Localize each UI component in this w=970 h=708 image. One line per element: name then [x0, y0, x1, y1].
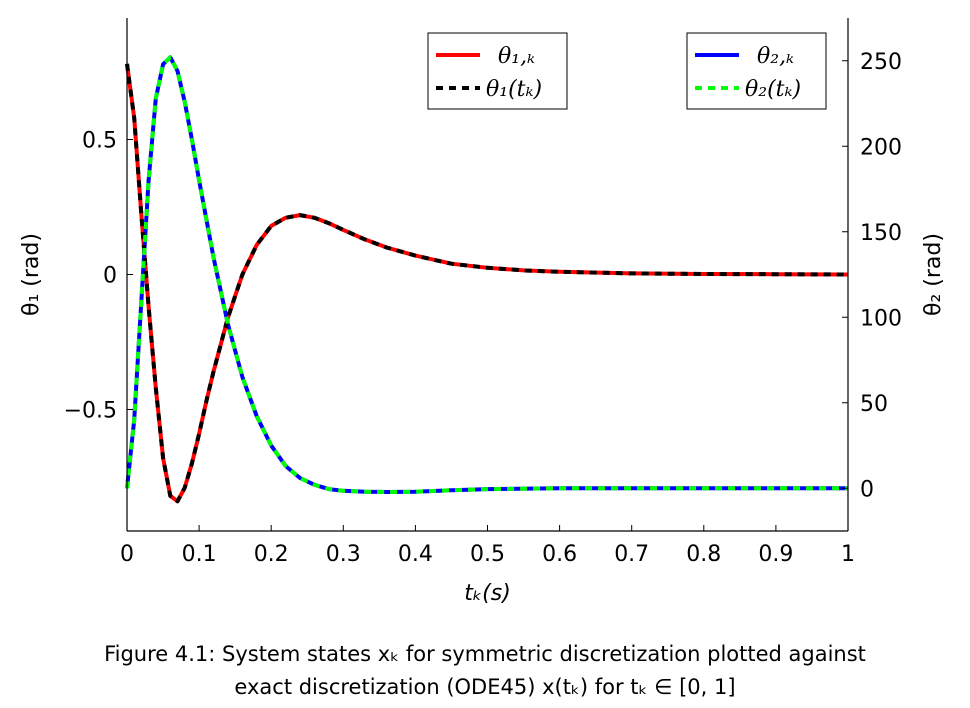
x-tick-label: 0.3	[326, 542, 361, 567]
y-axis-right-label: θ₂ (rad)	[921, 233, 946, 316]
legend-entry-dashed: θ₂(tₖ)	[745, 77, 801, 102]
y-right-tick-label: 100	[860, 306, 902, 331]
series-line-2	[125, 63, 849, 504]
x-tick-label: 0.2	[254, 542, 289, 567]
axes-layer: 0 0.1 0.2 0.3 0.4 0.5 0.6 0.7 0.8 0.9 1 −0.5 0 0.5 0 50…	[19, 18, 946, 606]
x-tick-label: 0.5	[470, 542, 505, 567]
y-left-tick-label: 0	[103, 264, 117, 289]
y-right-tick-label: 0	[860, 477, 874, 502]
legend-box	[427, 32, 568, 110]
line-chart: 0 0.1 0.2 0.3 0.4 0.5 0.6 0.7 0.8 0.9 1 −0.5 0 0.5 0 50…	[19, 18, 946, 606]
x-tick-label: 0.7	[614, 542, 649, 567]
series-line-4	[125, 55, 848, 494]
x-tick-label: 0.8	[686, 542, 721, 567]
y-right-tick-label: 200	[860, 135, 902, 160]
y-left-tick-label: 0.5	[82, 129, 117, 154]
x-tick-label: 0.1	[182, 542, 217, 567]
legend-entry-dashed: θ₁(tₖ)	[486, 77, 542, 102]
x-tick-label: 0.6	[542, 542, 577, 567]
figure-caption: Figure 4.1: System states xₖ for symmetr…	[40, 638, 930, 704]
y-axis-left-label: θ₁ (rad)	[19, 233, 44, 316]
y-left-tick-label: −0.5	[64, 399, 117, 424]
legend-theta2: θ₂,ₖ θ₂(tₖ)	[686, 32, 827, 110]
caption-line-2: exact discretization (ODE45) x(tₖ) for t…	[234, 675, 736, 699]
x-axis-label: tₖ(s)	[464, 581, 511, 606]
y-right-tick-label: 250	[860, 50, 902, 75]
legend-box	[686, 32, 827, 110]
caption-line-1: Figure 4.1: System states xₖ for symmetr…	[104, 642, 866, 666]
x-tick-label: 0	[120, 542, 134, 567]
series-line-1	[125, 63, 849, 504]
legend-theta1: θ₁,ₖ θ₁(tₖ)	[427, 32, 568, 110]
legend-entry-solid: θ₂,ₖ	[757, 44, 794, 69]
x-tick-label: 0.4	[398, 542, 433, 567]
x-tick-label: 1	[841, 542, 855, 567]
legend-layer: θ₁,ₖ θ₁(tₖ) θ₂,ₖ θ₂(tₖ)	[427, 32, 827, 110]
x-tick-label: 0.9	[758, 542, 793, 567]
series-layer	[125, 55, 849, 504]
legend-entry-solid: θ₁,ₖ	[498, 44, 535, 69]
y-right-tick-label: 50	[860, 392, 888, 417]
y-right-tick-label: 150	[860, 221, 902, 246]
